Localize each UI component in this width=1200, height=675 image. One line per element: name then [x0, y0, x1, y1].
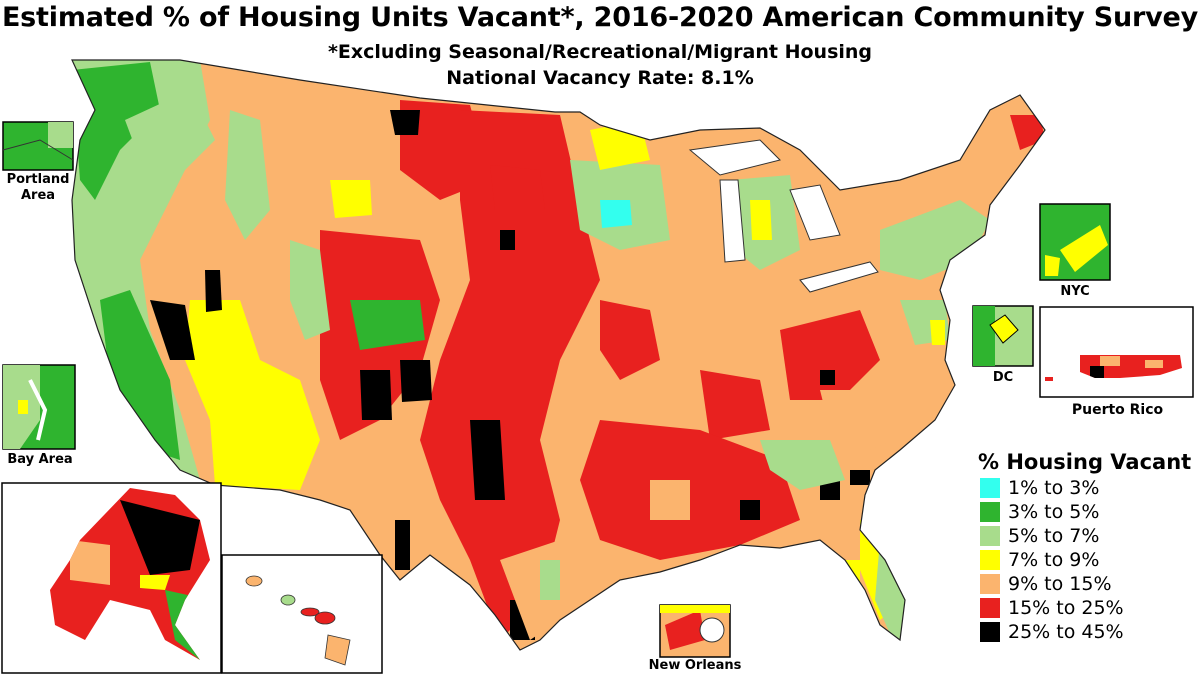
lake-erie	[799, 261, 879, 293]
legend-label: 3% to 5%	[1008, 501, 1100, 523]
dc-inset	[972, 305, 1034, 367]
legend-swatch	[980, 526, 1000, 546]
portland-inset	[2, 121, 74, 171]
legend-label: 1% to 3%	[1008, 477, 1100, 499]
national-vacancy-rate: National Vacancy Rate: 8.1%	[446, 67, 754, 89]
legend-label: 7% to 9%	[1008, 549, 1100, 571]
map-title: Estimated % of Housing Units Vacant*, 20…	[1, 2, 1199, 33]
bay-area-inset	[2, 364, 76, 450]
portland-label: Portland Area	[6, 172, 70, 203]
new-orleans-inset	[659, 604, 731, 658]
legend-label: 5% to 7%	[1008, 525, 1100, 547]
bay-area-label: Bay Area	[7, 452, 73, 467]
legend-item: 1% to 3%	[978, 476, 1191, 500]
lake-huron	[789, 184, 841, 241]
nyc-label: NYC	[1060, 284, 1090, 299]
dc-label: DC	[992, 370, 1014, 385]
alaska-inset	[1, 482, 222, 674]
legend-label: 15% to 25%	[1008, 597, 1124, 619]
legend-item: 7% to 9%	[978, 548, 1191, 572]
legend-swatch	[980, 550, 1000, 570]
legend-label: 9% to 15%	[1008, 573, 1112, 595]
legend-item: 5% to 7%	[978, 524, 1191, 548]
legend-swatch	[980, 478, 1000, 498]
legend-title: % Housing Vacant	[978, 450, 1192, 474]
nyc-inset	[1039, 203, 1111, 281]
legend-item: 15% to 25%	[978, 596, 1191, 620]
legend-label: 25% to 45%	[1008, 621, 1124, 643]
puerto-rico-label: Puerto Rico	[1071, 402, 1164, 418]
legend-item: 25% to 45%	[978, 620, 1191, 644]
legend: % Housing Vacant 1% to 3% 3% to 5% 5% to 7…	[978, 450, 1191, 644]
legend-swatch	[980, 622, 1000, 642]
legend-item: 9% to 15%	[978, 572, 1191, 596]
puerto-rico-inset	[1039, 306, 1194, 398]
new-orleans-label: New Orleans	[648, 658, 742, 673]
mainland-outline	[71, 59, 1046, 651]
map-subtitle: *Excluding Seasonal/Recreational/Migrant…	[327, 41, 873, 63]
legend-items: 1% to 3% 3% to 5% 5% to 7% 7% to 9% 9% to 15…	[978, 476, 1191, 644]
legend-swatch	[980, 502, 1000, 522]
legend-swatch	[980, 598, 1000, 618]
lake-michigan	[719, 179, 746, 263]
legend-item: 3% to 5%	[978, 500, 1191, 524]
great-lakes	[688, 139, 781, 176]
legend-swatch	[980, 574, 1000, 594]
hawaii-inset	[221, 554, 383, 674]
